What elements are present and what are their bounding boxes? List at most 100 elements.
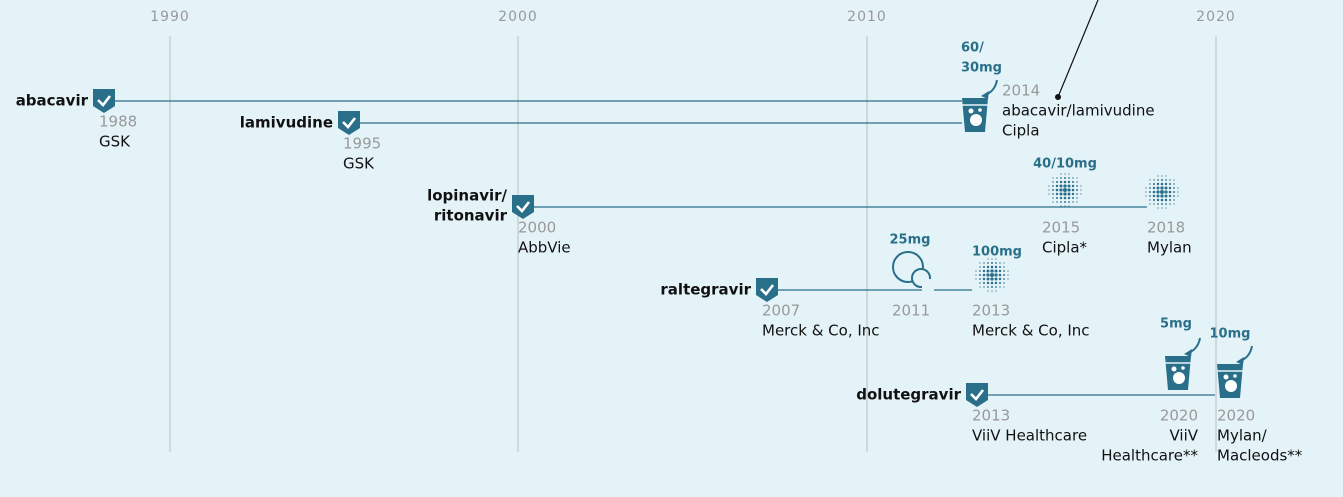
granule	[1156, 182, 1160, 186]
bubble	[1225, 380, 1237, 392]
granule	[994, 269, 998, 273]
granule	[1048, 185, 1050, 187]
granule	[1071, 180, 1075, 184]
granule	[1165, 175, 1167, 177]
granule	[986, 273, 990, 277]
granule	[1048, 189, 1050, 191]
granule	[1149, 203, 1151, 205]
granule	[1157, 203, 1159, 205]
granule	[1157, 175, 1159, 177]
granule	[979, 286, 981, 288]
bubble	[1173, 372, 1185, 384]
approval-icon	[512, 195, 534, 219]
granule	[1059, 188, 1063, 192]
granule	[1071, 196, 1075, 200]
approval-icon	[338, 111, 360, 135]
company: Mylan/	[1217, 427, 1268, 445]
axis-label: 1990	[150, 9, 190, 25]
granule	[1048, 193, 1050, 195]
company: ViiV	[1169, 427, 1198, 445]
granule	[982, 281, 986, 285]
granule	[1076, 193, 1078, 195]
check-mark	[516, 201, 531, 213]
granule	[1164, 194, 1168, 198]
granule	[1064, 173, 1066, 175]
granule	[1161, 203, 1163, 205]
granule	[1149, 183, 1151, 185]
granule	[1063, 180, 1067, 184]
granule	[1173, 199, 1175, 201]
granule	[987, 262, 989, 264]
granule	[1076, 185, 1078, 187]
granule	[1052, 193, 1054, 195]
company: AbbVie	[518, 239, 571, 257]
granule	[1149, 199, 1151, 201]
granule	[986, 277, 990, 281]
granule	[982, 273, 986, 277]
year: 2013	[972, 407, 1010, 425]
granule	[995, 262, 997, 264]
granule	[1173, 191, 1175, 193]
approval-icon	[756, 278, 778, 302]
granule	[1080, 185, 1082, 187]
granule	[1068, 173, 1070, 175]
granule	[1157, 179, 1159, 181]
granule	[1071, 184, 1075, 188]
drug-name: dolutegravir	[856, 386, 961, 404]
granule	[1169, 203, 1171, 205]
granule	[1161, 175, 1163, 177]
granule	[1165, 179, 1167, 181]
bubble	[968, 108, 974, 114]
granule	[1067, 184, 1071, 188]
granule	[979, 270, 981, 272]
granule	[1052, 197, 1054, 199]
dose-label: 25mg	[890, 233, 931, 248]
granule	[1068, 177, 1070, 179]
granule	[1156, 190, 1160, 194]
granule	[1067, 196, 1071, 200]
granule	[1076, 181, 1078, 183]
granule	[1145, 191, 1147, 193]
granule	[1156, 194, 1160, 198]
granule	[1177, 191, 1179, 193]
granule	[1052, 181, 1054, 183]
bubble	[1223, 374, 1229, 380]
granule	[983, 262, 985, 264]
granule	[1149, 195, 1151, 197]
axis-label: 2010	[847, 9, 887, 25]
granule	[1071, 188, 1075, 192]
check-mark	[760, 284, 775, 296]
granule	[1003, 270, 1005, 272]
granule	[1080, 193, 1082, 195]
granule	[1152, 190, 1156, 194]
company: Mylan	[1147, 239, 1192, 257]
company: GSK	[99, 133, 131, 151]
granule	[1067, 188, 1071, 192]
granule	[1168, 186, 1172, 190]
company: Merck & Co, Inc	[972, 322, 1090, 340]
granule	[1160, 190, 1164, 194]
granule	[1067, 180, 1071, 184]
company: Macleods**	[1217, 447, 1303, 465]
drug-name: ritonavir	[434, 207, 508, 225]
granule	[1007, 270, 1009, 272]
check-mark	[97, 95, 112, 107]
granule	[982, 269, 986, 273]
axis-label: 2020	[1196, 9, 1236, 25]
granule	[1060, 177, 1062, 179]
granule	[1052, 177, 1054, 179]
year: 2013	[972, 302, 1010, 320]
granule	[987, 286, 989, 288]
granule	[1076, 197, 1078, 199]
year: 2000	[518, 219, 556, 237]
granule	[1003, 286, 1005, 288]
dose-label: 60/	[961, 41, 984, 56]
granule	[1152, 182, 1156, 186]
bubble	[1171, 366, 1177, 372]
granule	[1055, 192, 1059, 196]
granule	[1055, 184, 1059, 188]
company: Healthcare**	[1101, 447, 1198, 465]
granule	[1064, 177, 1066, 179]
granule	[1168, 182, 1172, 186]
drug-name: raltegravir	[660, 281, 751, 299]
